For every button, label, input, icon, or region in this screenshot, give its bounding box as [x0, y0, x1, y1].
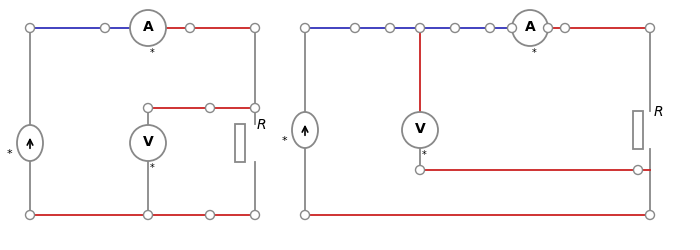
- Circle shape: [130, 125, 166, 161]
- Text: $R$: $R$: [653, 105, 664, 119]
- Circle shape: [402, 112, 438, 148]
- Text: V: V: [414, 122, 426, 136]
- Circle shape: [486, 24, 494, 32]
- Circle shape: [645, 210, 654, 220]
- Circle shape: [386, 24, 395, 32]
- Text: *: *: [281, 136, 287, 146]
- Circle shape: [206, 210, 214, 220]
- Circle shape: [543, 24, 552, 32]
- Bar: [633, 111, 643, 149]
- Circle shape: [251, 210, 260, 220]
- Text: A: A: [524, 20, 536, 34]
- Circle shape: [416, 24, 424, 32]
- Bar: [235, 124, 245, 162]
- Text: *: *: [421, 150, 426, 160]
- Circle shape: [451, 24, 459, 32]
- Text: *: *: [150, 48, 155, 58]
- Text: *: *: [150, 163, 155, 173]
- Circle shape: [508, 24, 517, 32]
- Text: *: *: [531, 48, 536, 58]
- Circle shape: [351, 24, 360, 32]
- Circle shape: [206, 104, 214, 112]
- Ellipse shape: [292, 112, 318, 148]
- Circle shape: [300, 24, 309, 32]
- Text: A: A: [143, 20, 153, 34]
- Circle shape: [300, 210, 309, 220]
- Circle shape: [512, 10, 548, 46]
- Circle shape: [130, 10, 166, 46]
- Circle shape: [251, 24, 260, 32]
- Circle shape: [634, 166, 643, 174]
- Circle shape: [416, 166, 424, 174]
- Circle shape: [25, 210, 34, 220]
- Circle shape: [25, 24, 34, 32]
- Circle shape: [144, 104, 153, 112]
- Text: $R$: $R$: [256, 118, 266, 132]
- Circle shape: [101, 24, 109, 32]
- Circle shape: [561, 24, 570, 32]
- Circle shape: [645, 24, 654, 32]
- Text: *: *: [6, 149, 12, 159]
- Ellipse shape: [17, 125, 43, 161]
- Circle shape: [186, 24, 195, 32]
- Text: V: V: [143, 135, 153, 149]
- Circle shape: [144, 210, 153, 220]
- Circle shape: [251, 104, 260, 112]
